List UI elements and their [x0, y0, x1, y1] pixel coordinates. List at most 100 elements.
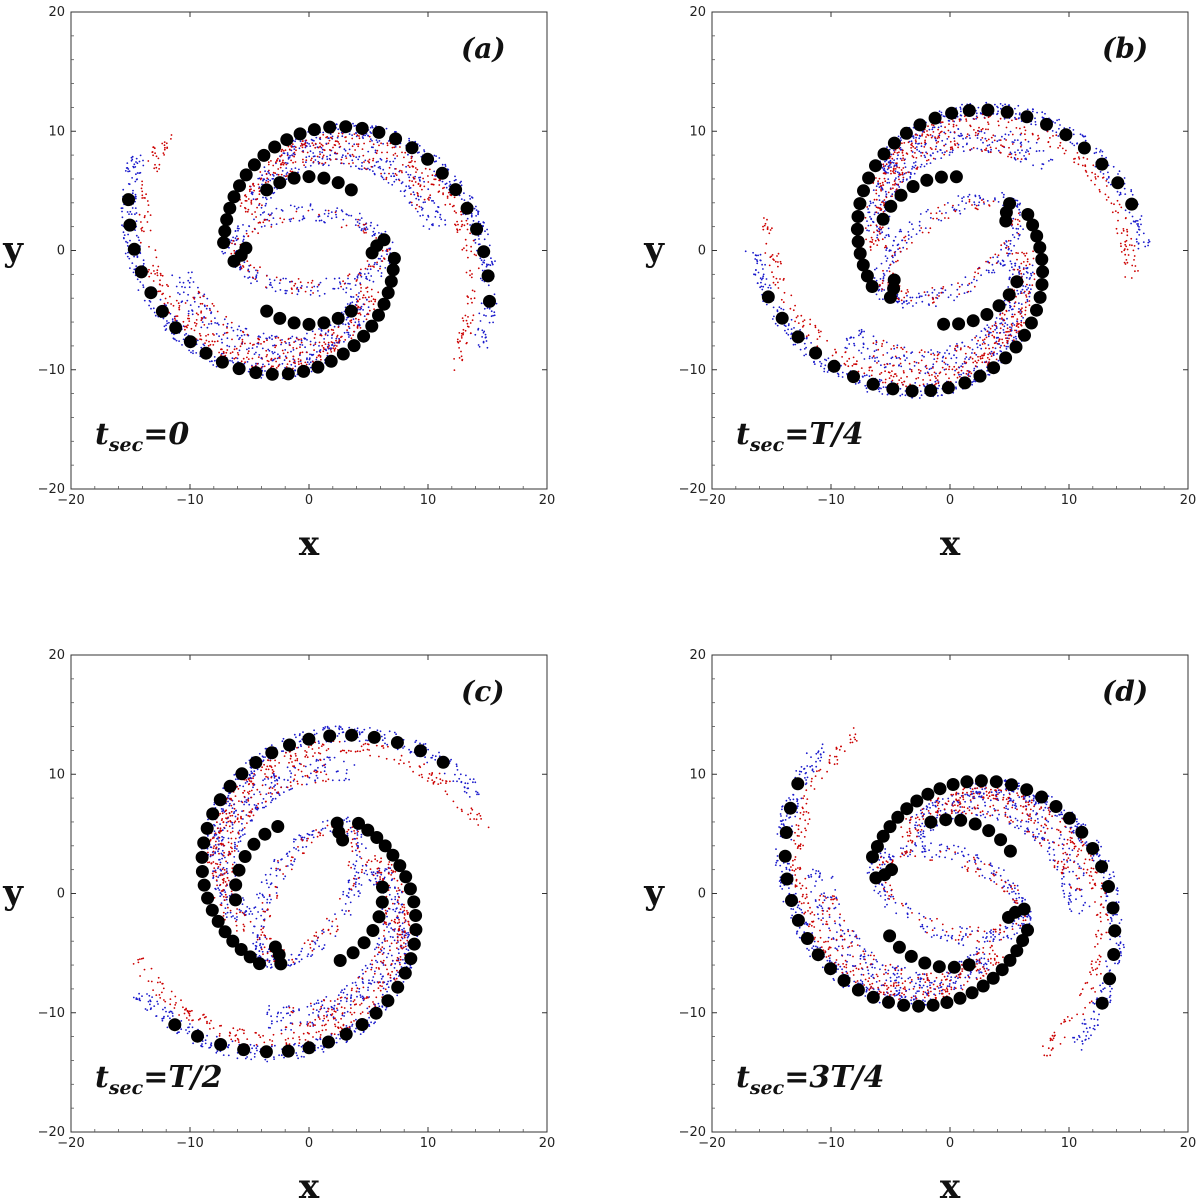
blue-orbit-point	[854, 383, 857, 385]
blue-orbit-point	[240, 334, 243, 337]
red-orbit-point	[903, 159, 906, 162]
blue-orbit-point	[1022, 228, 1024, 231]
blue-orbit-point	[1007, 252, 1010, 255]
blue-orbit-point	[975, 112, 978, 115]
blue-orbit-point	[1012, 141, 1015, 144]
red-orbit-point	[323, 348, 326, 351]
red-orbit-point	[412, 165, 415, 168]
red-orbit-point	[386, 151, 389, 154]
blue-orbit-point	[481, 269, 484, 272]
blue-orbit-point	[872, 220, 874, 223]
red-orbit-point	[442, 193, 444, 196]
blue-orbit-point	[355, 298, 358, 301]
red-orbit-point	[989, 151, 992, 154]
blue-orbit-point	[1016, 139, 1019, 142]
blue-orbit-point	[1009, 326, 1011, 328]
red-orbit-point	[1015, 252, 1018, 254]
blue-orbit-point	[988, 331, 991, 334]
red-orbit-point	[460, 350, 462, 353]
blue-orbit-point	[480, 259, 483, 262]
red-orbit-point	[929, 134, 932, 136]
red-orbit-point	[299, 359, 302, 362]
red-orbit-point	[857, 370, 860, 373]
red-orbit-point	[894, 182, 897, 185]
blue-orbit-point	[987, 269, 990, 272]
black-marker	[865, 280, 879, 293]
red-orbit-point	[774, 260, 777, 263]
black-marker	[287, 316, 301, 330]
blue-orbit-point	[297, 289, 300, 291]
blue-orbit-point	[181, 285, 183, 288]
red-orbit-point	[972, 361, 975, 364]
blue-orbit-point	[126, 167, 129, 169]
blue-orbit-point	[994, 197, 996, 200]
red-orbit-point	[305, 159, 308, 162]
blue-orbit-point	[903, 172, 906, 175]
blue-orbit-point	[139, 281, 142, 283]
red-orbit-point	[399, 146, 401, 148]
red-orbit-point	[293, 359, 296, 362]
blue-orbit-point	[1102, 173, 1105, 175]
blue-orbit-point	[309, 203, 312, 206]
red-orbit-point	[774, 283, 777, 286]
red-orbit-point	[1033, 278, 1036, 281]
red-orbit-point	[1003, 344, 1006, 347]
blue-orbit-point	[354, 277, 356, 280]
blue-orbit-point	[477, 220, 480, 223]
blue-orbit-point	[866, 347, 869, 350]
red-orbit-point	[1133, 245, 1136, 247]
red-orbit-point	[905, 385, 907, 388]
red-orbit-point	[146, 221, 149, 223]
blue-orbit-point	[1107, 171, 1109, 174]
red-orbit-point	[1126, 228, 1128, 231]
blue-orbit-point	[978, 194, 981, 197]
blue-orbit-point	[1040, 167, 1043, 170]
red-orbit-point	[175, 315, 178, 318]
red-orbit-point	[892, 364, 894, 367]
blue-orbit-point	[469, 198, 472, 200]
blue-orbit-point	[919, 390, 922, 393]
red-orbit-point	[298, 338, 300, 341]
blue-orbit-point	[918, 142, 920, 145]
red-orbit-point	[295, 149, 297, 152]
black-marker	[906, 180, 920, 193]
red-orbit-point	[340, 162, 343, 165]
red-orbit-point	[294, 161, 297, 163]
red-orbit-point	[766, 218, 768, 221]
red-orbit-point	[341, 335, 343, 338]
blue-orbit-point	[371, 126, 374, 129]
red-orbit-point	[269, 173, 272, 176]
blue-orbit-point	[236, 334, 239, 337]
blue-orbit-point	[260, 377, 263, 379]
blue-orbit-point	[968, 134, 971, 137]
red-orbit-point	[362, 296, 364, 299]
blue-orbit-point	[1030, 288, 1032, 291]
blue-orbit-point	[131, 207, 134, 209]
blue-orbit-point	[898, 364, 900, 366]
blue-orbit-point	[257, 335, 260, 338]
blue-orbit-point	[187, 271, 190, 274]
red-orbit-point	[462, 333, 464, 336]
blue-orbit-point	[344, 149, 347, 152]
blue-orbit-point	[969, 290, 972, 293]
red-orbit-point	[431, 174, 434, 177]
blue-orbit-point	[765, 278, 768, 280]
blue-orbit-point	[920, 151, 922, 154]
blue-orbit-point	[131, 158, 134, 161]
red-orbit-point	[198, 291, 201, 294]
blue-orbit-point	[760, 281, 762, 284]
red-orbit-point	[1023, 322, 1025, 324]
blue-orbit-point	[905, 300, 908, 302]
blue-orbit-point	[392, 172, 394, 175]
red-orbit-point	[438, 184, 441, 186]
blue-orbit-point	[394, 146, 397, 148]
blue-orbit-point	[1025, 276, 1028, 279]
blue-orbit-point	[269, 281, 272, 284]
blue-orbit-point	[380, 275, 383, 278]
red-orbit-point	[236, 352, 239, 354]
blue-orbit-point	[997, 149, 1000, 152]
red-orbit-point	[773, 259, 775, 261]
blue-orbit-point	[1022, 316, 1024, 319]
blue-orbit-point	[975, 335, 978, 337]
black-marker	[920, 173, 934, 187]
